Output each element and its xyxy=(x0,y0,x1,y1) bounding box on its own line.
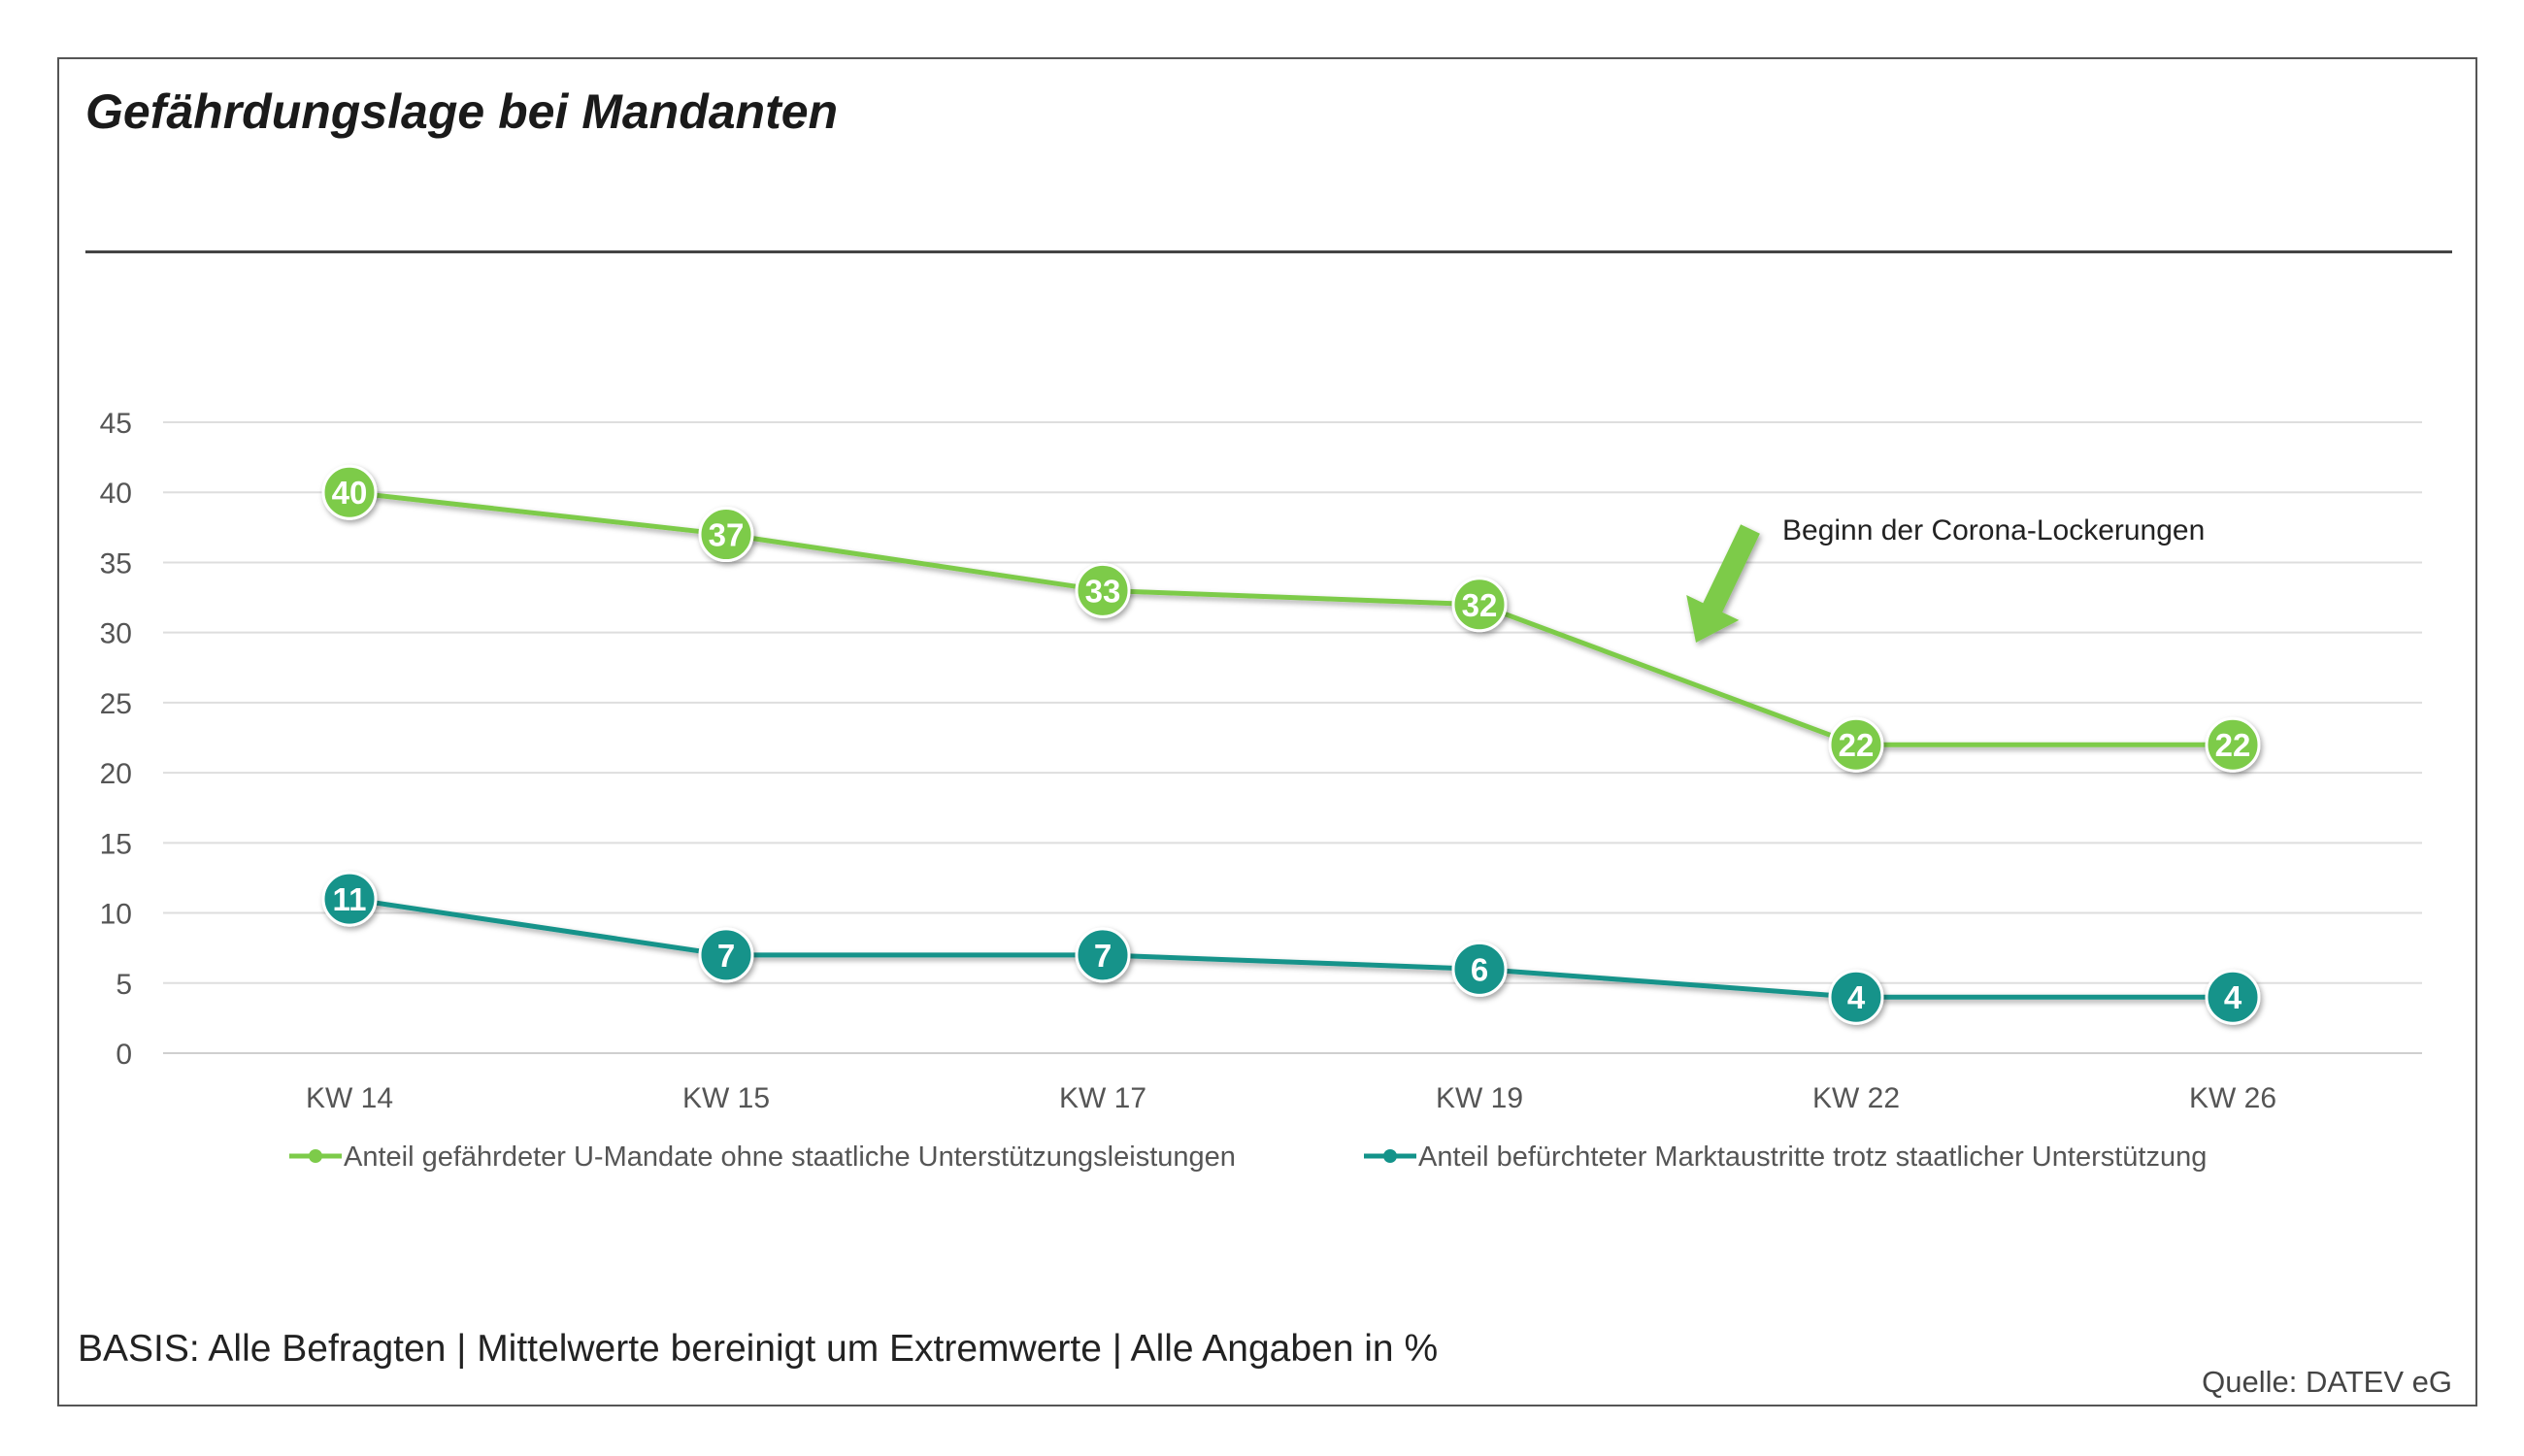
legend-label: Anteil befürchteter Marktaustritte trotz… xyxy=(1418,1142,2207,1173)
point-marker xyxy=(1451,577,1508,633)
y-tick-label: 5 xyxy=(116,969,132,1001)
data-point: 4 xyxy=(2205,969,2261,1025)
series-points: 40 37 33 32 22 22 11 7 7 6 4 4 xyxy=(321,464,2261,1025)
point-marker xyxy=(321,871,378,927)
point-marker xyxy=(2205,716,2261,773)
data-label: 22 xyxy=(2215,727,2251,763)
series-line xyxy=(349,896,2233,1000)
data-point: 4 xyxy=(1828,969,1884,1025)
legend-item: Anteil befürchteter Marktaustritte trotz… xyxy=(1364,1142,2207,1173)
data-label: 32 xyxy=(1462,587,1498,623)
legend-label: Anteil gefährdeter U-Mandate ohne staatl… xyxy=(344,1142,1236,1173)
data-point: 7 xyxy=(698,927,754,983)
data-label: 7 xyxy=(717,938,735,974)
data-point: 40 xyxy=(321,464,378,520)
x-tick-label: KW 26 xyxy=(2189,1082,2276,1114)
annotation-label: Beginn der Corona-Lockerungen xyxy=(1782,514,2205,546)
footnote: BASIS: Alle Befragten | Mittelwerte bere… xyxy=(78,1328,1439,1370)
x-tick-label: KW 19 xyxy=(1436,1082,1523,1114)
data-point: 33 xyxy=(1075,562,1131,618)
point-marker xyxy=(1451,941,1508,997)
data-point: 7 xyxy=(1075,927,1131,983)
x-tick-label: KW 14 xyxy=(306,1082,393,1114)
data-point: 6 xyxy=(1451,941,1508,997)
data-label: 11 xyxy=(333,881,367,917)
y-tick-label: 45 xyxy=(100,408,132,440)
data-label: 4 xyxy=(1847,979,1866,1015)
x-tick-label: KW 15 xyxy=(682,1082,770,1114)
gridlines xyxy=(163,421,2422,1054)
chart-title: Gefährdungslage bei Mandanten xyxy=(85,84,839,139)
point-marker xyxy=(1075,562,1131,618)
annotation: Beginn der Corona-Lockerungen xyxy=(1686,514,2205,643)
x-tick-label: KW 22 xyxy=(1812,1082,1900,1114)
y-tick-label: 10 xyxy=(100,899,132,931)
data-label: 37 xyxy=(709,517,745,553)
legend-marker xyxy=(309,1149,322,1163)
point-marker xyxy=(321,464,378,520)
series-line xyxy=(349,489,2233,747)
y-tick-label: 30 xyxy=(100,618,132,650)
y-tick-label: 35 xyxy=(100,547,132,579)
title-divider xyxy=(85,250,2452,253)
chart-frame xyxy=(57,57,2477,1406)
point-marker xyxy=(1828,716,1884,773)
y-tick-label: 0 xyxy=(116,1039,132,1071)
source-note: Quelle: DATEV eG xyxy=(2202,1365,2452,1399)
x-tick-label: KW 17 xyxy=(1059,1082,1146,1114)
data-point: 37 xyxy=(698,507,754,563)
data-label: 4 xyxy=(2224,979,2242,1015)
legend-marker xyxy=(1383,1149,1397,1163)
data-label: 40 xyxy=(332,475,368,511)
legend-item: Anteil gefährdeter U-Mandate ohne staatl… xyxy=(289,1142,1236,1173)
data-point: 22 xyxy=(2205,716,2261,773)
data-label: 22 xyxy=(1839,727,1875,763)
data-point: 11 xyxy=(321,871,378,927)
point-marker xyxy=(2205,969,2261,1025)
data-label: 6 xyxy=(1471,951,1488,987)
y-tick-label: 15 xyxy=(100,828,132,860)
annotation-arrow-icon xyxy=(1686,524,1760,643)
data-label: 33 xyxy=(1085,573,1121,609)
series-lines xyxy=(349,489,2233,1000)
point-marker xyxy=(698,927,754,983)
data-point: 22 xyxy=(1828,716,1884,773)
point-marker xyxy=(698,507,754,563)
y-axis-ticks: 0 5 10 15 20 25 30 35 40 45 xyxy=(100,408,132,1071)
point-marker xyxy=(1075,927,1131,983)
data-label: 7 xyxy=(1094,938,1112,974)
y-tick-label: 25 xyxy=(100,688,132,720)
point-marker xyxy=(1828,969,1884,1025)
legend: Anteil gefährdeter U-Mandate ohne staatl… xyxy=(289,1142,2207,1173)
x-axis-ticks: KW 14 KW 15 KW 17 KW 19 KW 22 KW 26 xyxy=(306,1082,2276,1114)
data-point: 32 xyxy=(1451,577,1508,633)
y-tick-label: 40 xyxy=(100,478,132,510)
y-tick-label: 20 xyxy=(100,758,132,790)
